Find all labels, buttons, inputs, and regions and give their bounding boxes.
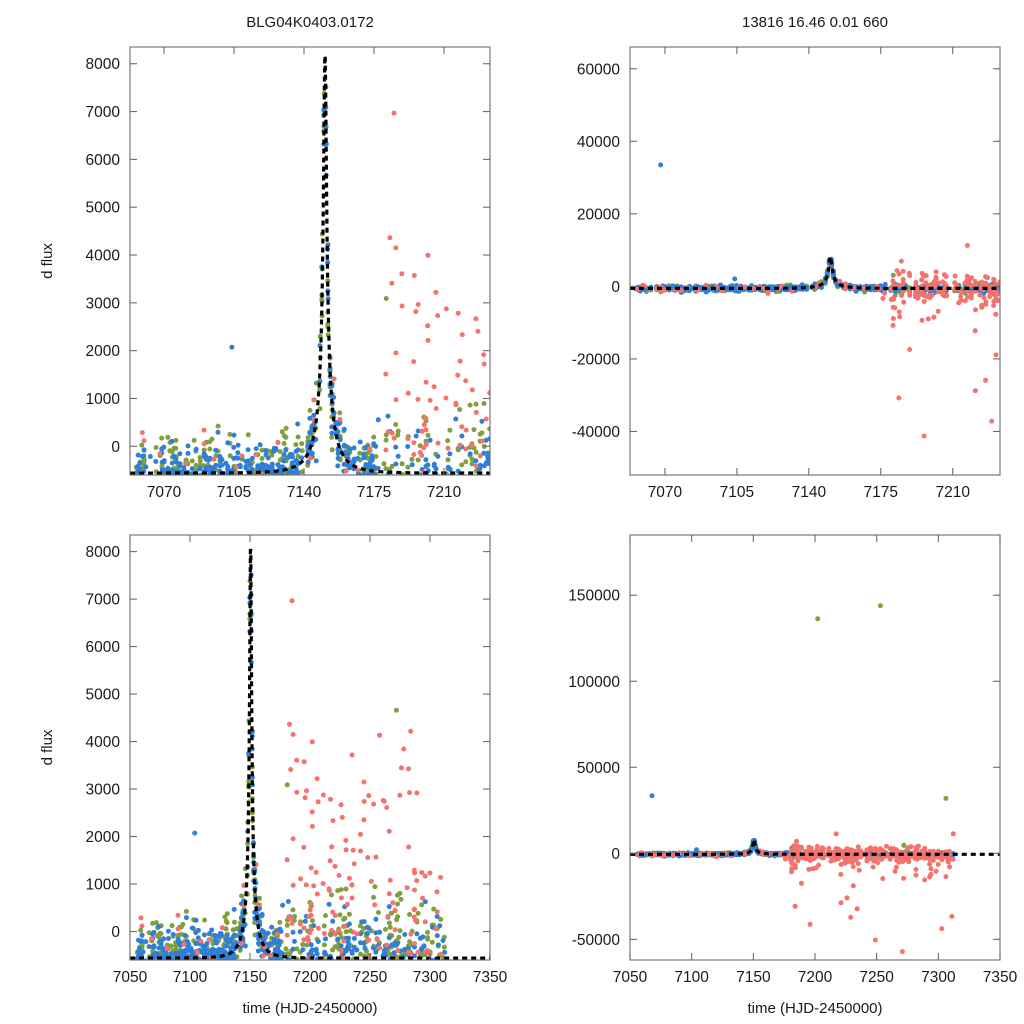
x-tick-label: 7210: [935, 484, 970, 501]
y-tick-label: 0: [111, 924, 120, 941]
y-tick-label: 4000: [86, 248, 121, 265]
x-tick-label: 7050: [113, 969, 148, 986]
x-tick-label: 7200: [293, 969, 328, 986]
y-tick-label: 0: [611, 846, 620, 863]
y-tick-label: 20000: [577, 206, 620, 223]
plot-top-right: 13816 16.46 0.01 660 7070 7105 7140 7175 7210…: [572, 14, 1001, 501]
y-axis-label: d flux: [39, 729, 56, 765]
plot-title: 13816 16.46 0.01 660: [742, 14, 888, 31]
data-layer: [130, 548, 490, 960]
x-tick-label: 7050: [613, 969, 648, 986]
data-layer: [630, 603, 1000, 955]
x-tick-label: 7200: [798, 969, 833, 986]
x-axis-label: time (HJD-2450000): [242, 1000, 377, 1017]
series-red: [139, 110, 490, 475]
series-red: [636, 831, 956, 955]
x-tick-label: 7350: [473, 969, 508, 986]
x-tick-label: 7070: [147, 484, 182, 501]
series-green: [635, 603, 956, 862]
y-axis-label: d flux: [39, 243, 56, 279]
series-red: [635, 243, 1000, 439]
y-tick-label: -20000: [572, 351, 621, 368]
y-tick-label: -40000: [572, 424, 621, 441]
x-tick-label: 7350: [983, 969, 1018, 986]
x-tick-label: 7100: [173, 969, 208, 986]
x-tick-label: 7175: [864, 484, 898, 501]
x-axis-label: time (HJD-2450000): [747, 1000, 882, 1017]
x-tick-label: 7175: [357, 484, 391, 501]
model-fit-curve: [130, 548, 490, 960]
plot-title: BLG04K0403.0172: [246, 14, 374, 31]
y-tick-label: 3000: [86, 782, 121, 799]
plot-bottom-left: 7050 7100 7150 7200 7250 7300 7350 0 1000 2000 300…: [39, 534, 508, 1017]
y-tick-label: 8000: [86, 56, 121, 73]
x-tick-label: 7210: [427, 484, 462, 501]
panel-bottom-left: 7050 7100 7150 7200 7250 7300 7350 0 1000 2000 300…: [0, 512, 512, 1024]
plot-frame: [629, 534, 1001, 961]
x-tick-label: 7300: [413, 969, 448, 986]
series-blue: [133, 84, 490, 475]
y-tick-label: 1000: [86, 391, 121, 408]
y-tick-label: 100000: [568, 674, 620, 691]
y-tick-label: 60000: [577, 61, 620, 78]
y-tick-label: 0: [611, 279, 620, 296]
y-tick-label: 2000: [86, 829, 121, 846]
x-tick-label: 7150: [233, 969, 268, 986]
y-tick-label: 4000: [86, 734, 121, 751]
y-tick-label: 8000: [86, 544, 121, 561]
x-tick-label: 7250: [859, 969, 894, 986]
y-tick-label: 6000: [86, 639, 121, 656]
model-fit-curve: [630, 255, 1000, 290]
plot-top-left: BLG04K0403.0172 7070 7105 7140 7175 7210 0 1000…: [39, 14, 491, 501]
model-fit-curve: [630, 837, 1000, 856]
y-tick-label: -50000: [572, 932, 621, 949]
model-fit-curve: [130, 54, 490, 475]
y-tick-label: 2000: [86, 343, 121, 360]
x-tick-label: 7250: [353, 969, 388, 986]
x-tick-label: 7100: [674, 969, 709, 986]
x-tick-label: 7070: [648, 484, 683, 501]
y-tick-label: 40000: [577, 134, 620, 151]
x-tick-label: 7150: [736, 969, 771, 986]
y-tick-label: 1000: [86, 877, 121, 894]
x-tick-label: 7105: [217, 484, 251, 501]
data-layer: [630, 162, 1000, 439]
data-layer: [130, 54, 490, 475]
y-tick-label: 5000: [86, 687, 121, 704]
x-tick-label: 7105: [720, 484, 754, 501]
plot-frame: [629, 46, 1001, 476]
x-tick-label: 7140: [287, 484, 322, 501]
y-tick-label: 0: [111, 439, 120, 456]
x-tick-label: 7140: [792, 484, 827, 501]
panel-bottom-right: 7050 7100 7150 7200 7250 7300 7350 -50000 0 50000…: [512, 512, 1024, 1024]
panel-top-right: 13816 16.46 0.01 660 7070 7105 7140 7175 7210…: [512, 0, 1024, 512]
plot-bottom-right: 7050 7100 7150 7200 7250 7300 7350 -50000 0 50000…: [568, 534, 1018, 1017]
panel-top-left: BLG04K0403.0172 7070 7105 7140 7175 7210 0 1000…: [0, 0, 512, 512]
series-green: [134, 578, 447, 960]
plot-frame: [129, 534, 491, 961]
y-tick-label: 7000: [86, 104, 121, 121]
y-tick-label: 5000: [86, 200, 121, 217]
y-tick-label: 7000: [86, 592, 121, 609]
y-tick-label: 3000: [86, 295, 121, 312]
y-tick-label: 6000: [86, 152, 121, 169]
y-tick-label: 150000: [568, 588, 620, 605]
plot-frame: [129, 46, 491, 476]
y-tick-label: 50000: [577, 760, 620, 777]
x-tick-label: 7300: [921, 969, 956, 986]
